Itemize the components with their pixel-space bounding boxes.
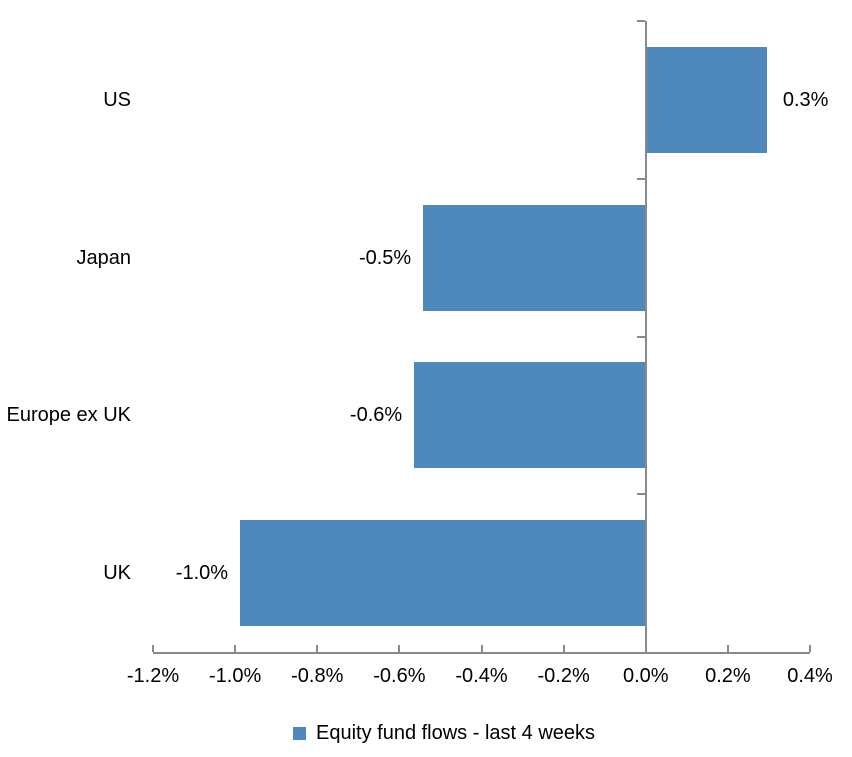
category-label-uk: UK — [103, 562, 131, 585]
category-tick-mark — [636, 335, 645, 338]
x-tick-label: -0.2% — [537, 665, 590, 687]
x-axis-tick-mark — [726, 645, 729, 652]
x-axis-tick-mark — [234, 645, 237, 652]
x-tick-label: 0.2% — [705, 665, 751, 687]
x-tick-label: -0.6% — [373, 665, 426, 687]
bar-uk — [240, 520, 646, 627]
bar-europe-ex-uk — [414, 362, 646, 469]
x-tick-label: 0.4% — [787, 665, 833, 687]
bar-us — [645, 46, 767, 153]
category-tick-mark — [636, 20, 645, 22]
x-axis-tick-mark — [398, 645, 401, 652]
data-label-uk: -1.0% — [175, 562, 229, 585]
x-tick-label: -1.2% — [126, 665, 180, 687]
category-tick-mark — [636, 493, 645, 496]
data-label-us: 0.3% — [782, 88, 829, 111]
x-axis-tick-mark — [152, 645, 154, 652]
category-label-europe-ex-uk: Europe ex UK — [6, 404, 131, 427]
x-axis-tick-mark — [480, 645, 483, 652]
category-label-us: US — [103, 88, 131, 111]
x-axis-tick-mark — [562, 645, 565, 652]
zero-baseline — [644, 21, 647, 654]
x-axis-line — [153, 652, 810, 654]
x-axis-tick-mark — [316, 645, 319, 652]
bar-japan — [423, 204, 646, 311]
data-label-europe-ex-uk: -0.6% — [349, 404, 403, 427]
x-tick-label: -0.8% — [291, 665, 344, 687]
x-tick-label: 0.0% — [622, 665, 669, 687]
legend-label: Equity fund flows - last 4 weeks — [315, 722, 596, 744]
x-tick-label: -0.4% — [455, 665, 508, 687]
legend-swatch-icon — [292, 726, 306, 740]
data-label-japan: -0.5% — [358, 246, 412, 269]
x-tick-label: -1.0% — [209, 665, 262, 687]
x-axis-tick-mark — [644, 645, 647, 652]
category-label-japan: Japan — [76, 246, 132, 269]
legend: Equity fund flows - last 4 weeks — [292, 720, 596, 746]
x-axis-tick-mark — [809, 645, 811, 652]
category-tick-mark — [636, 177, 645, 180]
